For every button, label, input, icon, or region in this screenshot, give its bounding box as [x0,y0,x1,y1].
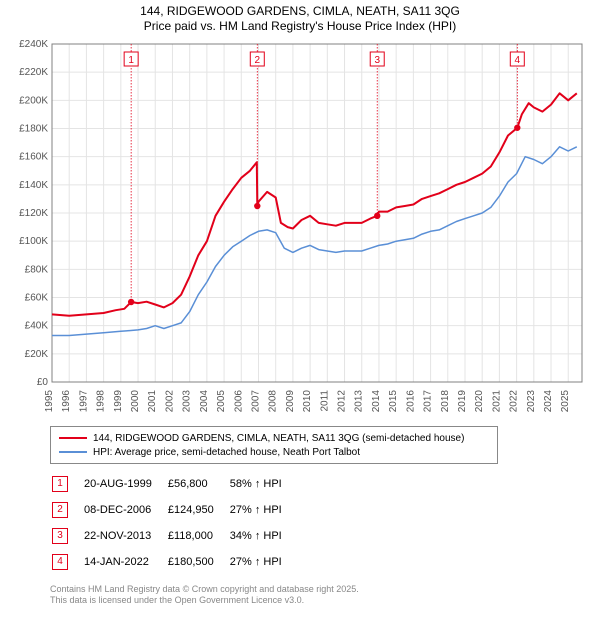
svg-text:2024: 2024 [543,390,554,413]
svg-text:2017: 2017 [423,390,434,413]
svg-text:£100K: £100K [19,236,48,247]
sale-delta: 34% ↑ HPI [230,524,296,548]
svg-text:2011: 2011 [319,390,330,412]
sale-marker-badge: 1 [52,476,68,492]
svg-text:2015: 2015 [388,390,399,413]
svg-text:3: 3 [374,55,380,66]
svg-text:£120K: £120K [19,208,48,219]
legend-item-property: 144, RIDGEWOOD GARDENS, CIMLA, NEATH, SA… [59,431,489,445]
sale-price: £118,000 [168,524,228,548]
legend-item-hpi: HPI: Average price, semi-detached house,… [59,445,489,459]
svg-text:2004: 2004 [199,390,210,413]
svg-text:£80K: £80K [25,264,49,275]
svg-text:2001: 2001 [147,390,158,413]
svg-text:1999: 1999 [113,390,124,413]
sale-price: £56,800 [168,472,228,496]
svg-text:£40K: £40K [25,321,49,332]
sales-row: 1 20-AUG-1999£56,80058% ↑ HPI [52,472,296,496]
legend-swatch-hpi [59,451,87,453]
svg-text:£60K: £60K [25,293,49,304]
svg-text:2006: 2006 [233,390,244,413]
svg-text:1998: 1998 [96,390,107,413]
svg-text:1997: 1997 [78,390,89,413]
svg-text:2: 2 [255,55,261,66]
sales-row: 4 14-JAN-2022£180,50027% ↑ HPI [52,550,296,574]
svg-text:£140K: £140K [19,180,48,191]
title-line-1: 144, RIDGEWOOD GARDENS, CIMLA, NEATH, SA… [10,4,590,19]
sale-date: 14-JAN-2022 [84,550,166,574]
sale-marker-badge: 2 [52,502,68,518]
sales-row: 2 08-DEC-2006£124,95027% ↑ HPI [52,498,296,522]
chart-container: 144, RIDGEWOOD GARDENS, CIMLA, NEATH, SA… [0,0,600,620]
svg-text:2010: 2010 [302,390,313,413]
sale-delta: 27% ↑ HPI [230,550,296,574]
sales-table: 1 20-AUG-1999£56,80058% ↑ HPI 2 08-DEC-2006… [50,470,298,576]
svg-text:2005: 2005 [216,390,227,413]
svg-text:£220K: £220K [19,67,48,78]
svg-text:2000: 2000 [130,390,141,413]
svg-text:2023: 2023 [526,390,537,413]
svg-text:1996: 1996 [61,390,72,413]
svg-text:2020: 2020 [474,390,485,413]
sale-date: 08-DEC-2006 [84,498,166,522]
footer-line-1: Contains HM Land Registry data © Crown c… [50,584,590,595]
sale-date: 22-NOV-2013 [84,524,166,548]
svg-text:2018: 2018 [440,390,451,413]
chart-svg: £0 £20K £40K £60K £80K £100K £120K £140K £160K £1… [10,38,590,418]
svg-text:2021: 2021 [491,390,502,413]
svg-text:2025: 2025 [560,390,571,413]
svg-text:2019: 2019 [457,390,468,413]
svg-text:2013: 2013 [354,390,365,413]
svg-text:1: 1 [128,55,134,66]
svg-text:£0: £0 [37,377,49,388]
svg-text:£240K: £240K [19,39,48,50]
svg-text:4: 4 [515,55,521,66]
sale-price: £124,950 [168,498,228,522]
footer: Contains HM Land Registry data © Crown c… [50,584,590,606]
svg-text:2002: 2002 [164,390,175,413]
title-block: 144, RIDGEWOOD GARDENS, CIMLA, NEATH, SA… [10,4,590,34]
legend: 144, RIDGEWOOD GARDENS, CIMLA, NEATH, SA… [50,426,498,464]
legend-label-property: 144, RIDGEWOOD GARDENS, CIMLA, NEATH, SA… [93,433,464,444]
sales-row: 3 22-NOV-2013£118,00034% ↑ HPI [52,524,296,548]
title-line-2: Price paid vs. HM Land Registry's House … [10,19,590,34]
svg-text:2008: 2008 [268,390,279,413]
svg-text:£200K: £200K [19,95,48,106]
svg-text:2014: 2014 [371,390,382,413]
svg-text:2012: 2012 [337,390,348,413]
sale-marker-badge: 3 [52,528,68,544]
sale-price: £180,500 [168,550,228,574]
svg-text:2016: 2016 [405,390,416,413]
footer-line-2: This data is licensed under the Open Gov… [50,595,590,606]
svg-text:£160K: £160K [19,152,48,163]
chart: £0 £20K £40K £60K £80K £100K £120K £140K £160K £1… [10,38,590,418]
svg-text:2007: 2007 [250,390,261,413]
svg-text:1995: 1995 [44,390,55,413]
svg-text:£180K: £180K [19,124,48,135]
svg-text:2009: 2009 [285,390,296,413]
sale-marker-badge: 4 [52,554,68,570]
svg-text:2022: 2022 [509,390,520,413]
legend-swatch-property [59,437,87,439]
sale-date: 20-AUG-1999 [84,472,166,496]
sale-delta: 27% ↑ HPI [230,498,296,522]
svg-text:£20K: £20K [25,349,49,360]
legend-label-hpi: HPI: Average price, semi-detached house,… [93,447,360,458]
svg-text:2003: 2003 [182,390,193,413]
sale-delta: 58% ↑ HPI [230,472,296,496]
